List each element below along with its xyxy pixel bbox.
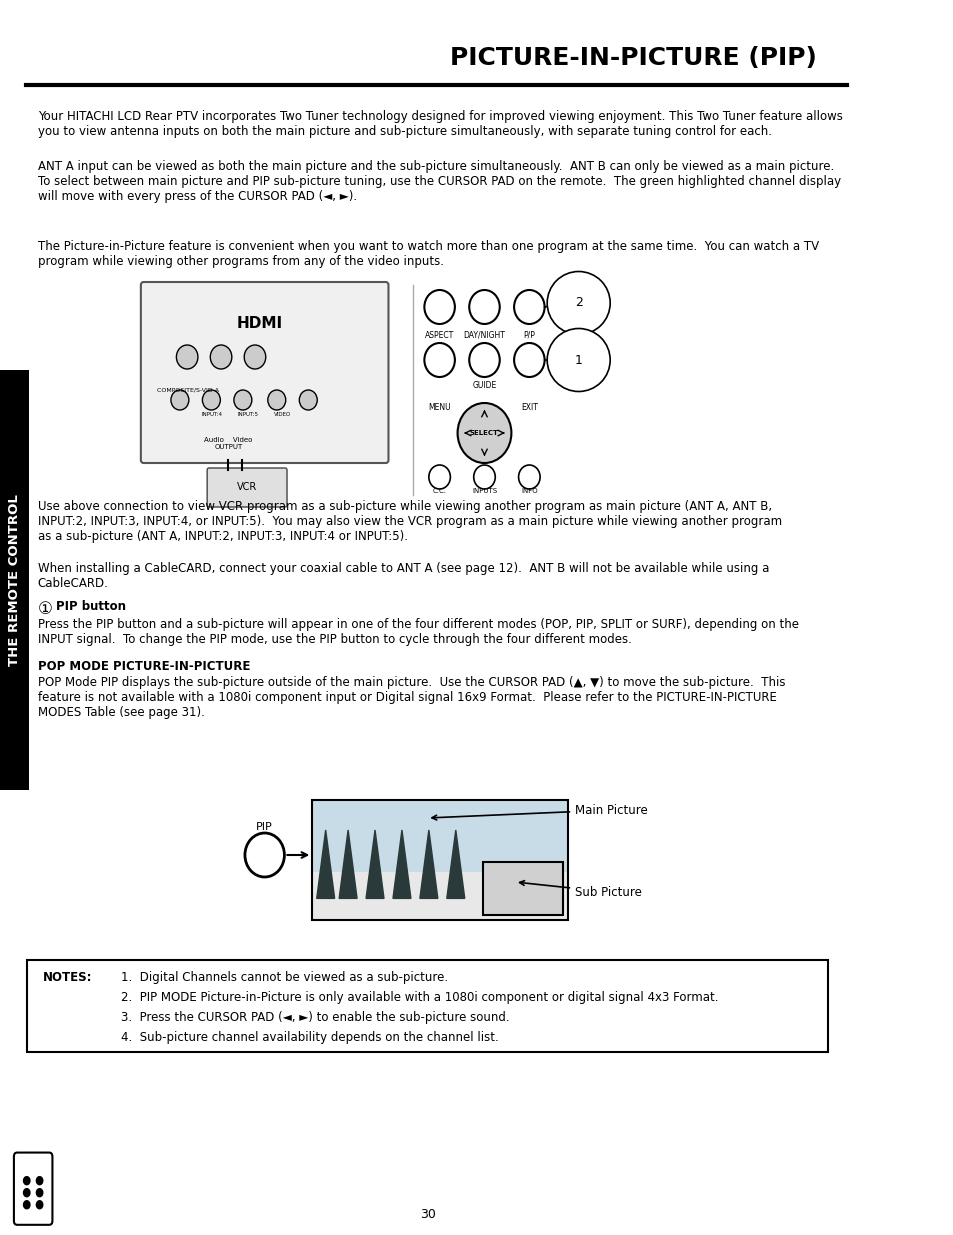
Text: EXIT: EXIT bbox=[520, 403, 537, 412]
FancyBboxPatch shape bbox=[482, 862, 563, 915]
Text: VIDEO: VIDEO bbox=[274, 412, 291, 417]
Text: SELECT: SELECT bbox=[470, 430, 498, 436]
Circle shape bbox=[514, 343, 544, 377]
Text: HDMI: HDMI bbox=[236, 315, 283, 331]
Text: 2.  PIP MODE Picture-in-Picture is only available with a 1080i component or digi: 2. PIP MODE Picture-in-Picture is only a… bbox=[121, 990, 718, 1004]
Circle shape bbox=[245, 832, 284, 877]
Circle shape bbox=[210, 345, 232, 369]
Circle shape bbox=[202, 390, 220, 410]
Text: When installing a CableCARD, connect your coaxial cable to ANT A (see page 12). : When installing a CableCARD, connect you… bbox=[37, 562, 768, 590]
Polygon shape bbox=[316, 830, 335, 898]
Text: PICTURE-IN-PICTURE (PIP): PICTURE-IN-PICTURE (PIP) bbox=[449, 46, 816, 70]
Text: COMPOSITE/S-VID A: COMPOSITE/S-VID A bbox=[157, 388, 219, 393]
Polygon shape bbox=[446, 830, 464, 898]
FancyBboxPatch shape bbox=[0, 370, 29, 790]
Text: 2: 2 bbox=[574, 296, 582, 310]
Circle shape bbox=[514, 290, 544, 324]
Text: 3.  Press the CURSOR PAD (◄, ►) to enable the sub-picture sound.: 3. Press the CURSOR PAD (◄, ►) to enable… bbox=[121, 1011, 509, 1024]
Circle shape bbox=[429, 466, 450, 489]
Text: THE REMOTE CONTROL: THE REMOTE CONTROL bbox=[8, 494, 21, 666]
Text: P/P: P/P bbox=[523, 331, 535, 340]
Circle shape bbox=[171, 390, 189, 410]
Text: POP Mode PIP displays the sub-picture outside of the main picture.  Use the CURS: POP Mode PIP displays the sub-picture ou… bbox=[37, 676, 784, 719]
Text: INFO: INFO bbox=[520, 488, 537, 494]
Text: POP MODE PICTURE-IN-PICTURE: POP MODE PICTURE-IN-PICTURE bbox=[37, 659, 250, 673]
FancyBboxPatch shape bbox=[27, 960, 827, 1052]
FancyBboxPatch shape bbox=[207, 468, 287, 508]
Text: NOTES:: NOTES: bbox=[43, 971, 92, 984]
Polygon shape bbox=[366, 830, 384, 898]
Text: C.C.: C.C. bbox=[432, 488, 446, 494]
Text: 1.  Digital Channels cannot be viewed as a sub-picture.: 1. Digital Channels cannot be viewed as … bbox=[121, 971, 448, 984]
Text: ①: ① bbox=[37, 600, 52, 618]
Text: INPUTS: INPUTS bbox=[472, 488, 497, 494]
Text: MENU: MENU bbox=[428, 403, 451, 412]
Text: DAY/NIGHT: DAY/NIGHT bbox=[463, 331, 505, 340]
Circle shape bbox=[469, 343, 499, 377]
Text: Use above connection to view VCR program as a sub-picture while viewing another : Use above connection to view VCR program… bbox=[37, 500, 781, 543]
Text: Press the PIP button and a sub-picture will appear in one of the four different : Press the PIP button and a sub-picture w… bbox=[37, 618, 798, 646]
Circle shape bbox=[268, 390, 286, 410]
Text: The Picture-in-Picture feature is convenient when you want to watch more than on: The Picture-in-Picture feature is conven… bbox=[37, 240, 818, 268]
Text: 30: 30 bbox=[419, 1209, 436, 1221]
Text: GUIDE: GUIDE bbox=[472, 382, 497, 390]
Circle shape bbox=[299, 390, 317, 410]
Circle shape bbox=[518, 466, 539, 489]
Circle shape bbox=[469, 290, 499, 324]
Circle shape bbox=[474, 466, 495, 489]
Circle shape bbox=[233, 390, 252, 410]
FancyBboxPatch shape bbox=[312, 800, 567, 872]
Polygon shape bbox=[338, 830, 356, 898]
Circle shape bbox=[424, 343, 455, 377]
Text: Main Picture: Main Picture bbox=[432, 804, 647, 820]
Circle shape bbox=[457, 403, 511, 463]
Polygon shape bbox=[393, 830, 411, 898]
Text: VCR: VCR bbox=[236, 482, 256, 492]
Text: INPUT:5: INPUT:5 bbox=[237, 412, 258, 417]
Circle shape bbox=[176, 345, 197, 369]
FancyBboxPatch shape bbox=[312, 872, 567, 920]
Polygon shape bbox=[419, 830, 437, 898]
Text: ANT A input can be viewed as both the main picture and the sub-picture simultane: ANT A input can be viewed as both the ma… bbox=[37, 161, 840, 203]
Text: INPUT:4: INPUT:4 bbox=[202, 412, 223, 417]
Text: Sub Picture: Sub Picture bbox=[519, 881, 641, 899]
Text: Audio    Video
OUTPUT: Audio Video OUTPUT bbox=[204, 437, 253, 450]
Text: ASPECT: ASPECT bbox=[424, 331, 454, 340]
Text: Your HITACHI LCD Rear PTV incorporates Two Tuner technology designed for improve: Your HITACHI LCD Rear PTV incorporates T… bbox=[37, 110, 841, 138]
FancyBboxPatch shape bbox=[141, 282, 388, 463]
Text: PIP: PIP bbox=[256, 823, 273, 832]
Circle shape bbox=[424, 290, 455, 324]
Text: PIP button: PIP button bbox=[55, 600, 126, 613]
Text: 4.  Sub-picture channel availability depends on the channel list.: 4. Sub-picture channel availability depe… bbox=[121, 1031, 498, 1044]
Text: 1: 1 bbox=[574, 353, 582, 367]
Circle shape bbox=[244, 345, 266, 369]
